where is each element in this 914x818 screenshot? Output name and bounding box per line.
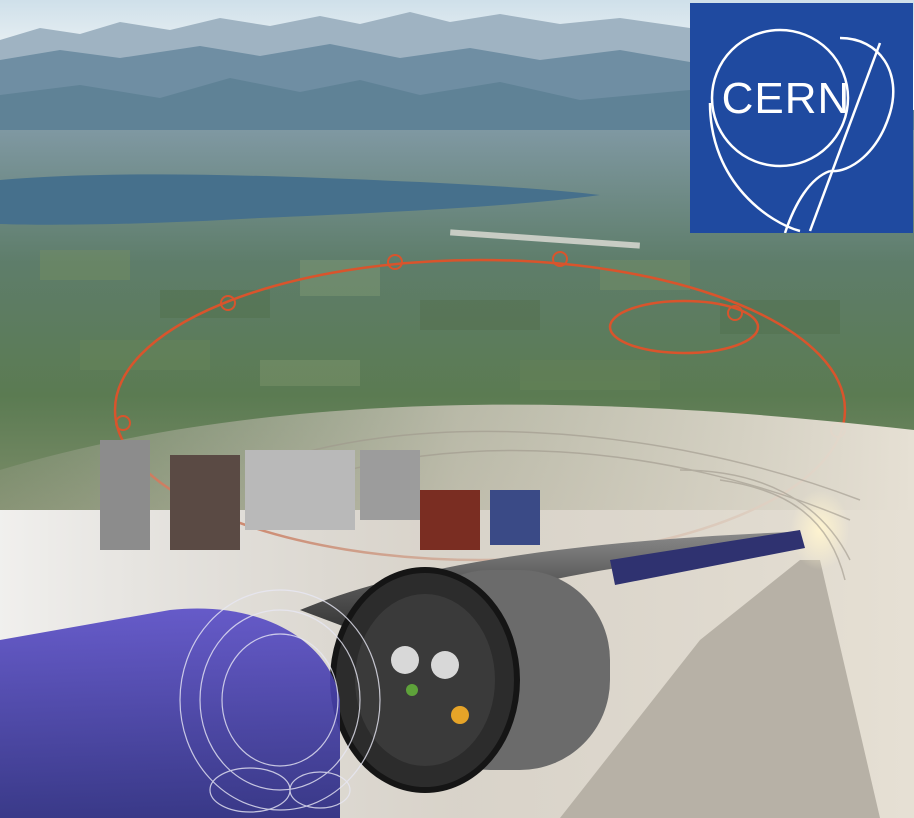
service-equipment xyxy=(100,440,540,550)
wireframe-lines xyxy=(179,589,381,813)
ring-access-points xyxy=(115,251,846,438)
distant-magnets xyxy=(610,530,805,585)
cern-logo-text: CERN xyxy=(721,74,851,123)
airport-runway xyxy=(450,229,640,249)
cern-logo: CERN xyxy=(690,3,913,233)
beam-pipes xyxy=(391,646,469,724)
magnet-interior xyxy=(355,594,495,766)
lake xyxy=(0,174,600,225)
cern-logo-rings xyxy=(708,28,895,233)
tunnel-floor xyxy=(560,560,880,818)
blue-cutaway xyxy=(0,608,340,818)
sps-ring xyxy=(608,299,760,355)
tunnel-end-glow xyxy=(790,490,850,570)
field-patches xyxy=(40,250,840,390)
